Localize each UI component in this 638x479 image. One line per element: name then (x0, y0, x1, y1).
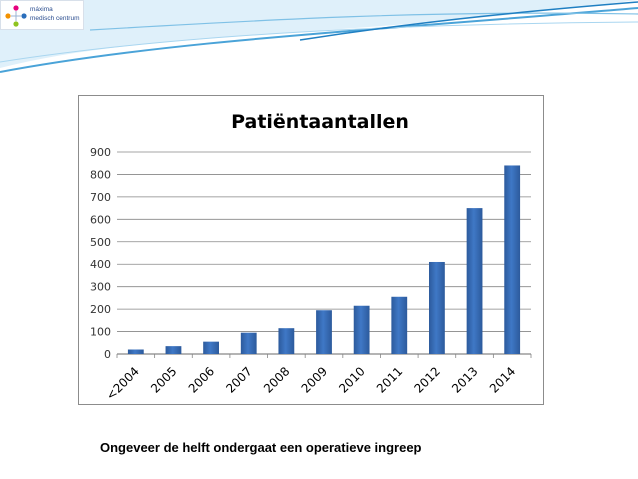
x-tick-label: 2013 (449, 364, 480, 395)
y-tick-label: 100 (90, 326, 111, 339)
x-tick-label: 2014 (487, 364, 518, 395)
y-tick-label: 900 (90, 146, 111, 159)
y-tick-label: 500 (90, 236, 111, 249)
x-tick-label: <2004 (103, 364, 142, 403)
header-wave-decoration (0, 0, 638, 73)
gridlines (117, 151, 531, 355)
y-tick-label: 700 (90, 191, 111, 204)
x-tick-label: 2011 (374, 364, 405, 395)
bar-2013 (466, 208, 483, 354)
bar-lt2004 (127, 349, 144, 354)
x-tick-label: 2009 (299, 364, 330, 395)
logo-text-line2: medisch centrum (30, 15, 80, 22)
y-tick-label: 0 (104, 348, 111, 361)
x-tick-label: 2005 (148, 364, 179, 395)
y-tick-label: 800 (90, 168, 111, 181)
bar-2014 (504, 165, 521, 354)
bar-2007 (240, 332, 257, 354)
bar-2008 (278, 328, 295, 354)
bars (127, 165, 521, 354)
y-tick-label: 400 (90, 258, 111, 271)
bar-2009 (316, 310, 332, 354)
bar-2006 (203, 341, 219, 354)
maxima-logo: máxima medisch centrum (0, 0, 84, 30)
logo-text-line1: máxima (30, 6, 53, 13)
x-tick-label: 2010 (336, 364, 367, 395)
x-tick-label: 2012 (412, 364, 443, 395)
x-tick-label: 2007 (223, 364, 254, 395)
y-tick-label: 300 (90, 281, 111, 294)
y-tick-label: 600 (90, 213, 111, 226)
x-tick-label: 2006 (186, 364, 217, 395)
x-axis-ticks: <2004 2005 2006 2007 2008 2009 2010 2011 2012 201… (103, 354, 532, 403)
y-axis-ticks: 0 100 200 300 400 500 600 700 800 900 (90, 146, 111, 361)
slide-caption: Ongeveer de helft ondergaat een operatie… (100, 440, 422, 455)
chart-container: Patiëntaantallen 0 100 200 300 400 500 600 700 8… (78, 95, 544, 405)
bar-chart: Patiëntaantallen 0 100 200 300 400 500 600 700 8… (90, 111, 532, 403)
y-tick-label: 200 (90, 303, 111, 316)
bar-2005 (165, 346, 182, 354)
bar-2012 (429, 261, 445, 354)
bar-2010 (353, 305, 370, 354)
logo-mark-icon (5, 5, 27, 27)
chart-title: Patiëntaantallen (231, 111, 409, 133)
bar-2011 (391, 296, 408, 354)
x-tick-label: 2008 (261, 364, 292, 395)
